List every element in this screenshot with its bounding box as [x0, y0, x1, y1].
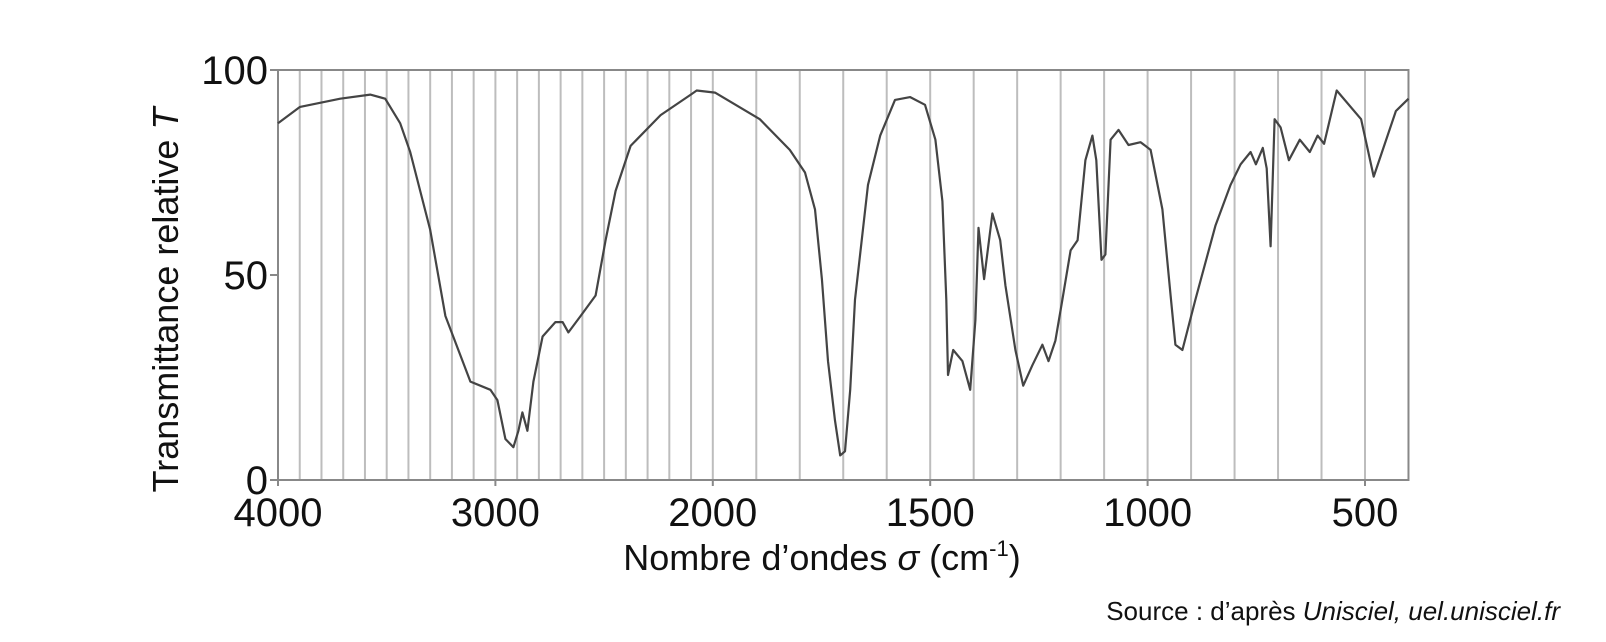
x-label-unit: (cm — [919, 537, 989, 578]
x-label-close: ) — [1009, 537, 1021, 578]
y-tick-label: 0 — [246, 459, 268, 503]
y-tick-label: 100 — [201, 49, 268, 93]
x-label-symbol: σ — [897, 537, 920, 578]
y-tick-label: 50 — [224, 254, 269, 298]
source: Source : d’après Unisciel, uel.unisciel.… — [1106, 596, 1561, 626]
x-label-text: Nombre d’ondes — [623, 537, 897, 578]
y-label-text: Transmittance relative — [145, 130, 186, 493]
x-label-exponent: -1 — [989, 536, 1009, 561]
x-axis-label: Nombre d’ondes σ (cm-1) — [623, 536, 1020, 578]
source-link: Unisciel, uel.unisciel.fr — [1303, 596, 1562, 626]
x-tick-label: 4000 — [234, 491, 323, 535]
x-tick-label: 500 — [1332, 491, 1399, 535]
x-tick-label: 2000 — [668, 491, 757, 535]
x-tick-label: 3000 — [451, 491, 540, 535]
spectrum-line — [277, 89, 1410, 457]
y-axis-label: Transmittance relative T — [145, 105, 186, 493]
x-tick-label: 1500 — [886, 491, 975, 535]
source-text: Source : d’après — [1106, 596, 1303, 626]
y-label-symbol: T — [145, 105, 186, 130]
x-tick-label: 1000 — [1103, 491, 1192, 535]
